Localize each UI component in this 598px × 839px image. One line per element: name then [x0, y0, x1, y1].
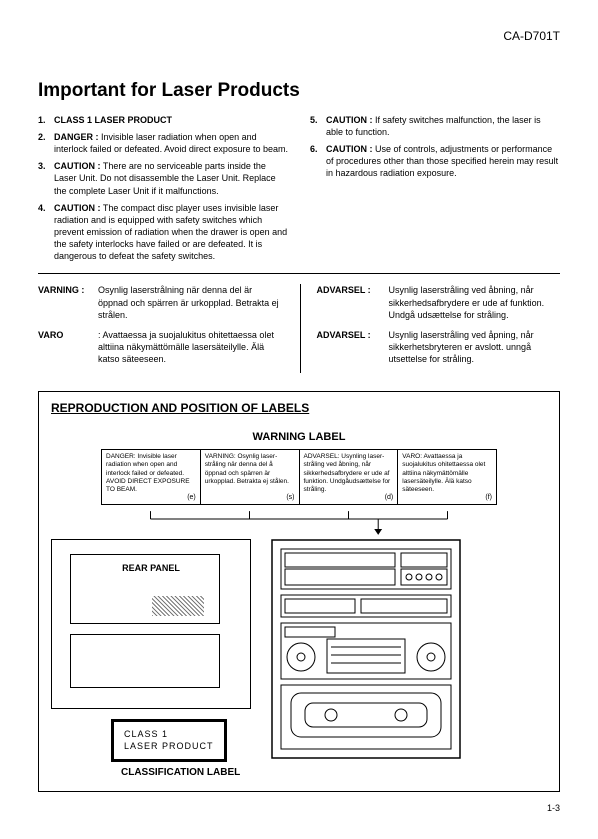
warning-table: DANGER: Invisible laser radiation when o…: [101, 449, 497, 505]
lang-col-right: ADVARSEL :Usynlig laserstråling ved åbni…: [300, 284, 561, 373]
stereo-diagram: [271, 539, 461, 759]
list-item: 6.CAUTION : Use of controls, adjustments…: [310, 143, 560, 179]
diagrams-row: REAR PANEL CLASS 1 LASER PRODUCT CLASSIF…: [51, 539, 547, 779]
list-item: 2.DANGER : Invisible laser radiation whe…: [38, 131, 288, 155]
warning-label-heading: WARNING LABEL: [51, 430, 547, 445]
warning-cell: ADVARSEL: Usynling laser-stråling ved åb…: [300, 450, 399, 504]
divider: [38, 273, 560, 274]
list-item: 1.CLASS 1 LASER PRODUCT: [38, 114, 288, 126]
classification-box-wrap: CLASS 1 LASER PRODUCT CLASSIFICATION LAB…: [111, 719, 251, 779]
page-number: 1-3: [38, 802, 560, 814]
language-warnings: VARNING :Osynlig laserstrålning när denn…: [38, 284, 560, 373]
lang-item: ADVARSEL :Usynlig laserstråling ved åbni…: [317, 284, 561, 320]
list-item: 3.CAUTION : There are no serviceable par…: [38, 160, 288, 196]
lang-item: VARNING :Osynlig laserstrålning när denn…: [38, 284, 282, 320]
warning-cell: VARNING: Osynlig laser-stråling när denn…: [201, 450, 300, 504]
rear-panel-label: REAR PANEL: [52, 562, 250, 574]
lang-item: VARO: Avattaessa ja suojalukitus ohitett…: [38, 329, 282, 365]
reproduction-title: REPRODUCTION AND POSITION OF LABELS: [51, 400, 547, 416]
model-number: CA-D701T: [38, 28, 560, 44]
reproduction-box: REPRODUCTION AND POSITION OF LABELS WARN…: [38, 391, 560, 792]
arrow-connector: [101, 511, 497, 535]
rear-panel-diagram: REAR PANEL: [51, 539, 251, 709]
classification-box: CLASS 1 LASER PRODUCT: [111, 719, 227, 761]
warning-cell: DANGER: Invisible laser radiation when o…: [102, 450, 201, 504]
lang-col-left: VARNING :Osynlig laserstrålning när denn…: [38, 284, 282, 373]
rear-panel-shaded: [152, 596, 204, 616]
warning-cell: VARO: Avattaessa ja suojalukitus ohitett…: [398, 450, 496, 504]
list-item: 5.CAUTION : If safety switches malfuncti…: [310, 114, 560, 138]
caution-col-right: 5.CAUTION : If safety switches malfuncti…: [310, 114, 560, 268]
lang-item: ADVARSEL :Usynlig laserstråling ved åpni…: [317, 329, 561, 365]
rear-panel-wrap: REAR PANEL CLASS 1 LASER PRODUCT CLASSIF…: [51, 539, 251, 779]
page-title: Important for Laser Products: [38, 78, 560, 104]
caution-col-left: 1.CLASS 1 LASER PRODUCT 2.DANGER : Invis…: [38, 114, 288, 268]
caution-columns: 1.CLASS 1 LASER PRODUCT 2.DANGER : Invis…: [38, 114, 560, 268]
list-item: 4.CAUTION : The compact disc player uses…: [38, 202, 288, 263]
classification-label: CLASSIFICATION LABEL: [121, 766, 251, 780]
rear-panel-inner2: [70, 634, 220, 688]
